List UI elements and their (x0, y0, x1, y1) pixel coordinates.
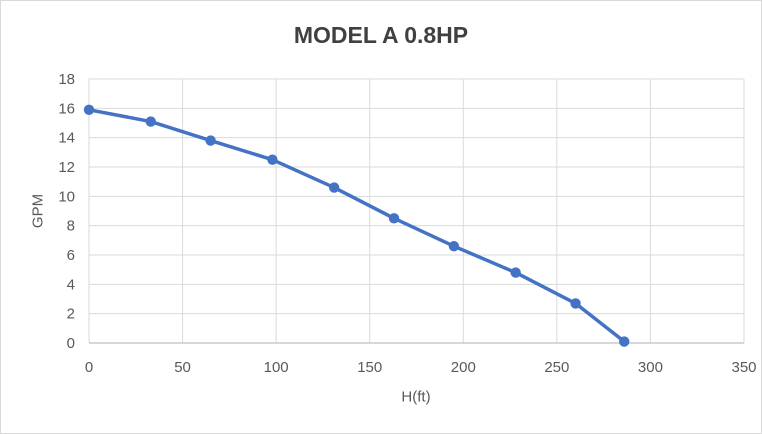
data-point-marker (205, 135, 216, 146)
x-tick-label: 250 (544, 359, 569, 376)
x-tick-label: 150 (357, 359, 382, 376)
data-point-marker (267, 154, 278, 165)
y-tick-label: 12 (58, 159, 75, 176)
y-tick-label: 6 (67, 247, 75, 264)
data-point-marker (83, 104, 95, 116)
gridlines (88, 78, 745, 343)
y-tick-label: 2 (67, 306, 75, 323)
x-tick-label: 200 (451, 359, 476, 376)
series-line (87, 108, 626, 344)
data-point-marker (448, 241, 460, 252)
x-tick-label: 0 (85, 359, 93, 376)
y-tick-label: 4 (67, 276, 75, 293)
y-tick-label: 8 (67, 218, 75, 235)
data-point-marker (570, 298, 581, 309)
data-point-marker (388, 213, 400, 224)
x-tick-label: 300 (638, 359, 663, 376)
x-tick-label: 100 (264, 359, 289, 376)
x-axis-title: H(ft) (401, 388, 431, 406)
data-point-marker (328, 182, 340, 193)
chart-title: MODEL A 0.8HP (293, 22, 469, 48)
y-tick-label: 16 (58, 100, 75, 117)
data-series (83, 104, 630, 347)
data-point-marker (145, 116, 156, 127)
data-point-marker (510, 267, 521, 278)
x-tick-label: 50 (174, 359, 191, 376)
data-point-marker (619, 336, 630, 347)
y-tick-label: 14 (58, 130, 75, 147)
x-tick-label: 350 (731, 359, 756, 376)
y-tick-label: 18 (58, 71, 75, 88)
y-tick-label: 0 (67, 335, 75, 352)
tick-labels: 0 2 4 6 8 10 12 14 16 18 0 50 100 150 200 250 300 350 (58, 71, 756, 376)
y-tick-label: 10 (58, 188, 75, 205)
